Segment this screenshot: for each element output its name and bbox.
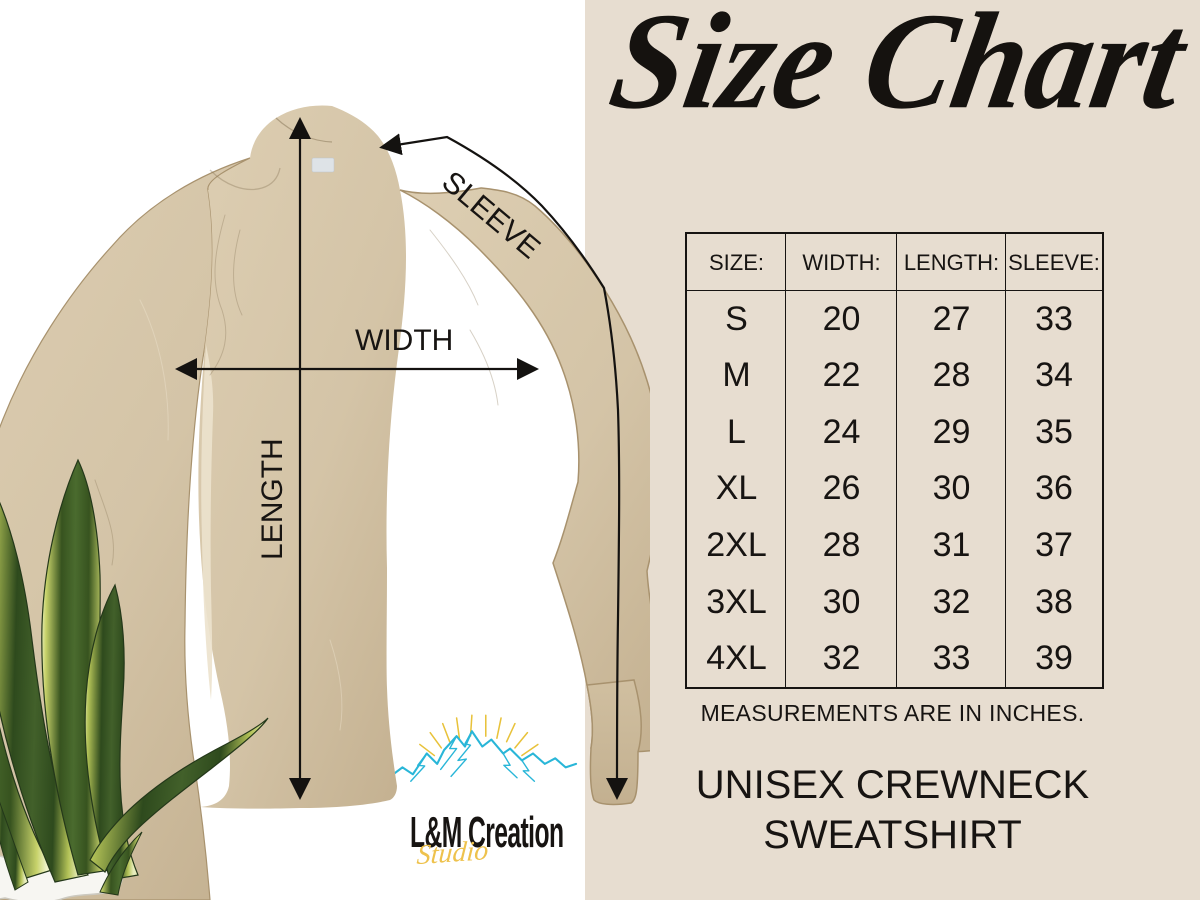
svg-text:WIDTH: WIDTH [355, 324, 453, 357]
svg-text:SLEEVE: SLEEVE [436, 165, 547, 265]
